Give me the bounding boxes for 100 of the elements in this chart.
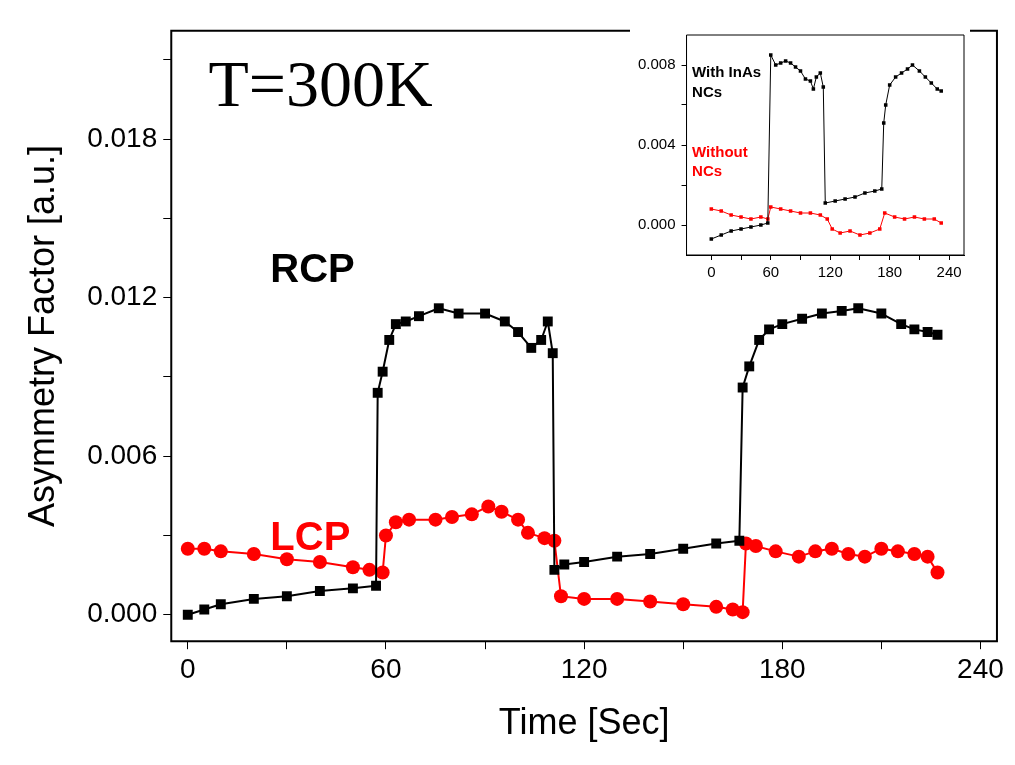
- point: [643, 594, 658, 609]
- point: [769, 205, 773, 209]
- point: [279, 552, 294, 567]
- point: [773, 63, 778, 67]
- x-tick-label: 240: [957, 652, 1004, 684]
- point: [887, 83, 892, 87]
- point: [453, 308, 464, 319]
- point: [511, 512, 526, 527]
- point: [749, 225, 753, 229]
- point: [559, 559, 570, 570]
- y-tick-label: 0.018: [87, 121, 158, 153]
- point: [744, 361, 755, 372]
- point: [917, 69, 922, 73]
- point: [838, 231, 842, 235]
- point: [798, 69, 803, 73]
- point: [853, 303, 864, 314]
- text: Without NCs: [692, 142, 748, 180]
- point: [777, 319, 788, 330]
- point: [579, 556, 590, 567]
- point: [199, 604, 210, 615]
- point: [372, 387, 383, 398]
- point: [709, 237, 714, 241]
- point: [929, 81, 934, 85]
- point: [520, 525, 535, 540]
- series-label: RCP: [270, 245, 355, 290]
- point: [709, 207, 714, 211]
- point: [769, 53, 773, 57]
- x-axis-title: Time [Sec]: [498, 701, 670, 743]
- point: [739, 227, 743, 231]
- point: [808, 79, 813, 83]
- point: [824, 541, 839, 556]
- x-tick-label: 60: [762, 263, 780, 281]
- point: [811, 87, 816, 91]
- x-tick-label: 60: [370, 652, 402, 684]
- point: [390, 319, 401, 330]
- point: [818, 71, 823, 75]
- point: [711, 538, 722, 549]
- point: [830, 227, 834, 231]
- point: [180, 541, 195, 556]
- point: [748, 539, 763, 554]
- point: [480, 308, 490, 319]
- point: [939, 89, 943, 93]
- point: [902, 217, 907, 221]
- point: [766, 221, 770, 225]
- point: [836, 305, 847, 316]
- point: [536, 335, 547, 345]
- point: [182, 609, 193, 620]
- point: [246, 547, 261, 561]
- point: [433, 303, 444, 314]
- point: [778, 61, 783, 65]
- point: [754, 335, 765, 345]
- point: [896, 319, 907, 330]
- point: [553, 589, 568, 604]
- point: [881, 121, 886, 125]
- point: [893, 75, 898, 79]
- point: [719, 209, 723, 213]
- point: [312, 554, 327, 569]
- point: [788, 61, 793, 65]
- point: [912, 215, 917, 219]
- point: [345, 560, 360, 575]
- point: [464, 507, 479, 522]
- point: [788, 209, 793, 213]
- point: [749, 217, 753, 221]
- point: [481, 499, 496, 514]
- point: [876, 308, 887, 319]
- point: [729, 213, 733, 217]
- y-tick-label: 0.000: [637, 215, 676, 233]
- point: [907, 547, 922, 561]
- point: [868, 231, 872, 235]
- point: [645, 549, 656, 559]
- point: [843, 197, 847, 201]
- point: [378, 528, 393, 543]
- point: [719, 233, 723, 237]
- point: [909, 324, 920, 335]
- point: [676, 597, 691, 612]
- point: [823, 201, 828, 205]
- y-axis-title: Asymmetry Factor [a.u.]: [20, 144, 62, 528]
- point: [445, 510, 459, 525]
- point: [735, 605, 750, 620]
- point: [197, 541, 212, 556]
- point: [400, 316, 411, 327]
- point: [910, 63, 915, 67]
- point: [890, 544, 905, 559]
- point: [808, 544, 823, 559]
- point: [883, 103, 888, 107]
- point: [892, 215, 897, 219]
- point: [362, 562, 377, 577]
- point: [920, 549, 935, 564]
- point: [798, 211, 803, 215]
- point: [791, 549, 806, 564]
- point: [737, 382, 748, 393]
- point: [734, 535, 745, 546]
- point: [215, 599, 226, 610]
- point: [825, 217, 830, 221]
- y-tick-label: 0.008: [637, 55, 676, 73]
- x-tick-label: 180: [877, 263, 903, 281]
- x-tick-label: 0: [179, 652, 196, 684]
- point: [526, 342, 537, 353]
- point: [549, 564, 560, 575]
- y-tick-label: 0.004: [637, 135, 676, 153]
